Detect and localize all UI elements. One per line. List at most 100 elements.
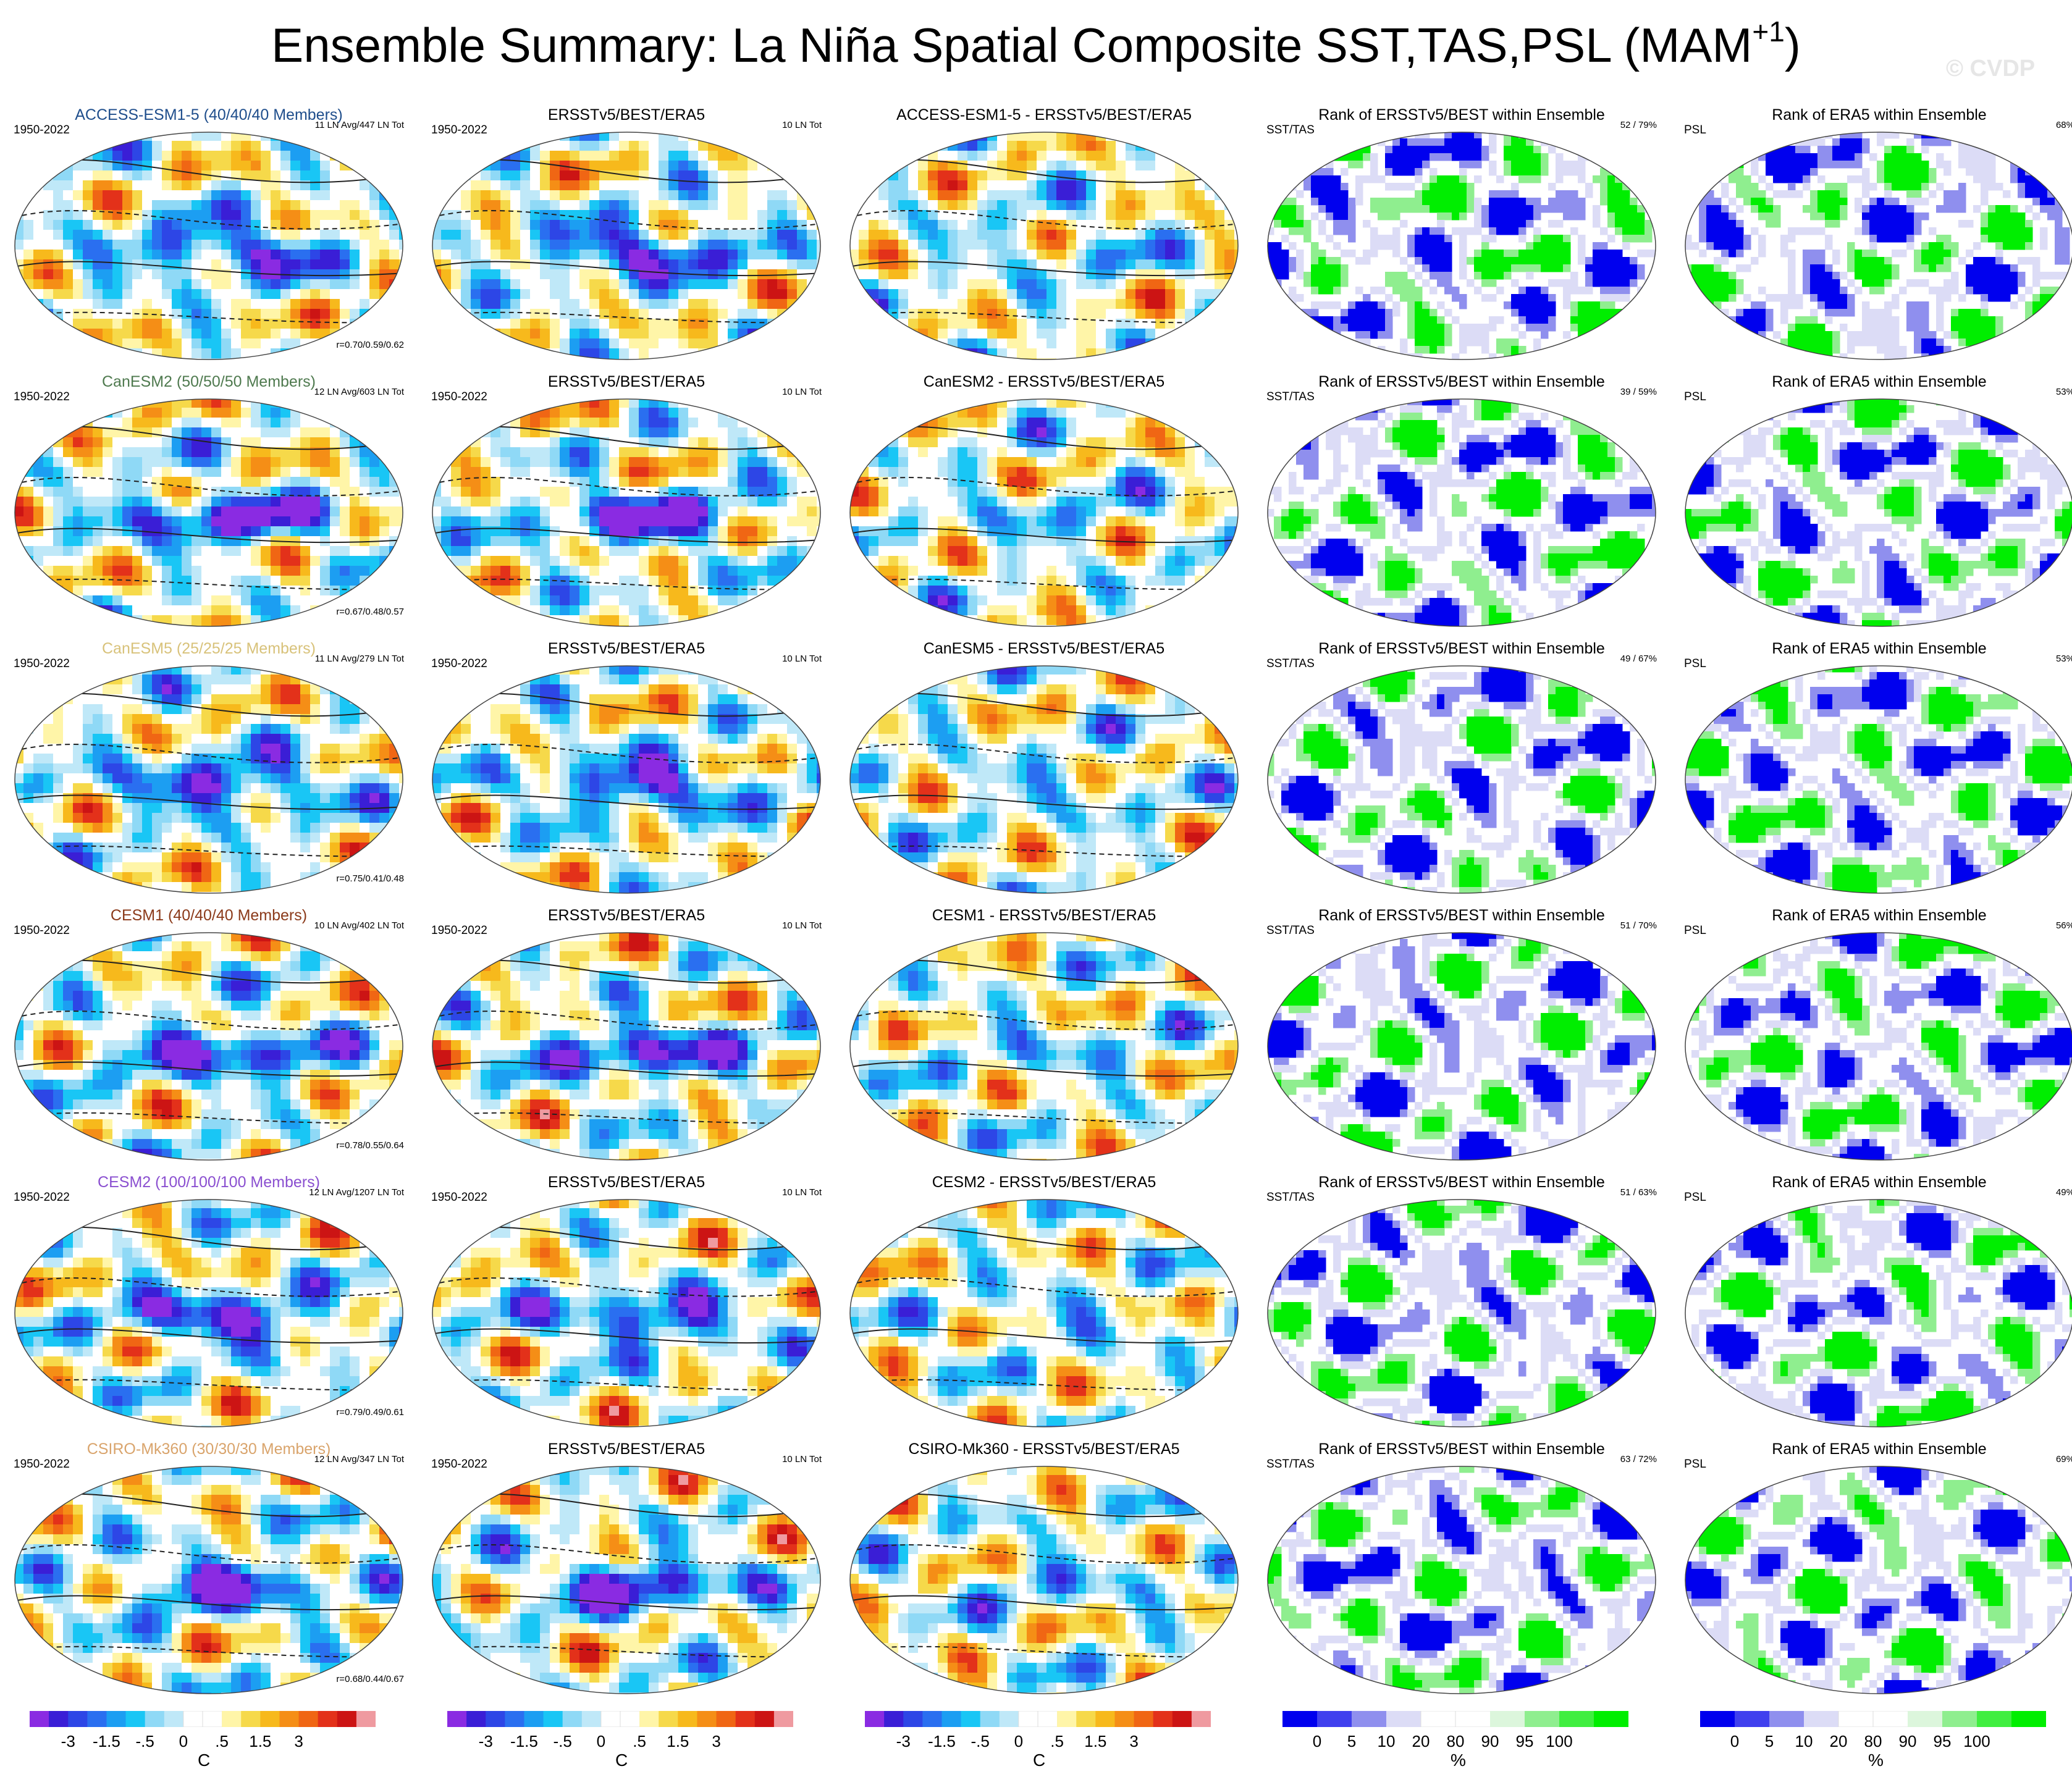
grid-cell <box>1795 316 1803 324</box>
grid-cell <box>1645 294 1653 302</box>
grid-cell <box>1832 250 1840 258</box>
grid-cell <box>698 161 709 171</box>
grid-cell <box>2032 132 2040 139</box>
grid-cell <box>290 161 301 171</box>
grid-cell <box>73 132 83 141</box>
grid-cell <box>1877 287 1885 295</box>
grid-cell <box>708 230 718 240</box>
grid-cell <box>1585 346 1593 354</box>
grid-cell <box>1289 227 1297 235</box>
grid-cell <box>678 220 689 230</box>
grid-cell <box>1825 198 1833 206</box>
grid-cell <box>389 161 400 171</box>
grid-cell <box>1736 175 1744 183</box>
grid-cell <box>550 279 560 290</box>
grid-cell <box>560 338 570 349</box>
grid-cell <box>33 348 44 359</box>
grid-cell <box>1936 324 1944 332</box>
grid-cell <box>1437 183 1445 191</box>
grid-cell <box>1086 210 1097 221</box>
grid-cell <box>668 329 679 339</box>
grid-cell <box>1195 220 1205 230</box>
grid-cell <box>1474 331 1482 339</box>
grid-cell <box>1195 259 1205 270</box>
grid-cell <box>560 230 570 240</box>
grid-cell <box>379 220 390 230</box>
grid-cell <box>330 279 340 290</box>
grid-cell <box>599 319 610 329</box>
grid-cell <box>1378 324 1386 332</box>
grid-cell <box>2025 309 2033 317</box>
grid-cell <box>1027 309 1037 319</box>
grid-cell <box>2010 138 2018 146</box>
grid-cell <box>550 141 560 151</box>
grid-cell <box>938 279 948 290</box>
grid-cell <box>1437 257 1445 265</box>
grid-cell <box>1958 257 1966 265</box>
grid-cell <box>1966 309 1974 317</box>
grid-cell <box>1936 294 1944 302</box>
grid-cell <box>708 329 718 339</box>
grid-cell <box>738 269 748 280</box>
grid-cell <box>1268 161 1274 169</box>
grid-cell <box>280 132 291 141</box>
grid-cell <box>1795 146 1803 154</box>
grid-cell <box>112 279 123 290</box>
grid-cell <box>1645 250 1653 258</box>
grid-cell <box>1348 309 1356 317</box>
grid-cell <box>340 329 350 339</box>
grid-cell <box>718 220 728 230</box>
grid-cell <box>1496 264 1504 272</box>
grid-cell <box>300 230 311 240</box>
grid-cell <box>103 161 113 171</box>
grid-cell <box>1333 175 1341 183</box>
grid-cell <box>1195 250 1205 260</box>
grid-cell <box>261 250 271 260</box>
grid-cell <box>1155 309 1166 319</box>
grid-cell <box>757 141 768 151</box>
grid-cell <box>698 289 709 300</box>
grid-cell <box>1205 338 1215 349</box>
grid-cell <box>1027 141 1037 151</box>
grid-cell <box>1066 259 1077 270</box>
grid-cell <box>520 170 531 181</box>
grid-cell <box>231 200 242 211</box>
grid-cell <box>330 132 340 141</box>
grid-cell <box>1685 316 1692 324</box>
grid-cell <box>2070 338 2072 347</box>
grid-cell <box>1743 294 1751 302</box>
grid-cell <box>23 132 34 141</box>
grid-cell <box>182 161 192 171</box>
grid-cell <box>1906 175 1914 183</box>
grid-cell <box>1007 132 1017 141</box>
grid-cell <box>1995 338 2003 347</box>
grid-cell <box>1803 183 1811 191</box>
grid-cell <box>112 210 123 221</box>
grid-cell <box>1504 227 1512 235</box>
grid-cell <box>1195 329 1205 339</box>
grid-cell <box>977 358 988 359</box>
grid-cell <box>211 161 222 171</box>
grid-cell <box>649 299 659 309</box>
grid-cell <box>2018 153 2026 161</box>
grid-cell <box>1268 175 1274 183</box>
grid-cell <box>1076 180 1087 191</box>
grid-cell <box>1165 220 1176 230</box>
grid-cell <box>1106 170 1116 181</box>
grid-cell <box>251 338 261 349</box>
grid-cell <box>550 151 560 161</box>
grid-cell <box>201 338 212 349</box>
grid-cell <box>2047 198 2055 206</box>
grid-cell <box>1106 240 1116 250</box>
grid-cell <box>1430 138 1438 146</box>
grid-cell <box>1415 309 1423 317</box>
grid-cell <box>93 180 103 191</box>
grid-cell <box>1936 250 1944 258</box>
grid-cell <box>530 358 541 359</box>
grid-cell <box>1341 338 1349 347</box>
grid-cell <box>1175 358 1186 359</box>
grid-cell <box>2040 198 2048 206</box>
grid-cell <box>1066 190 1077 201</box>
grid-cell <box>340 289 350 300</box>
grid-cell <box>1855 138 1863 146</box>
